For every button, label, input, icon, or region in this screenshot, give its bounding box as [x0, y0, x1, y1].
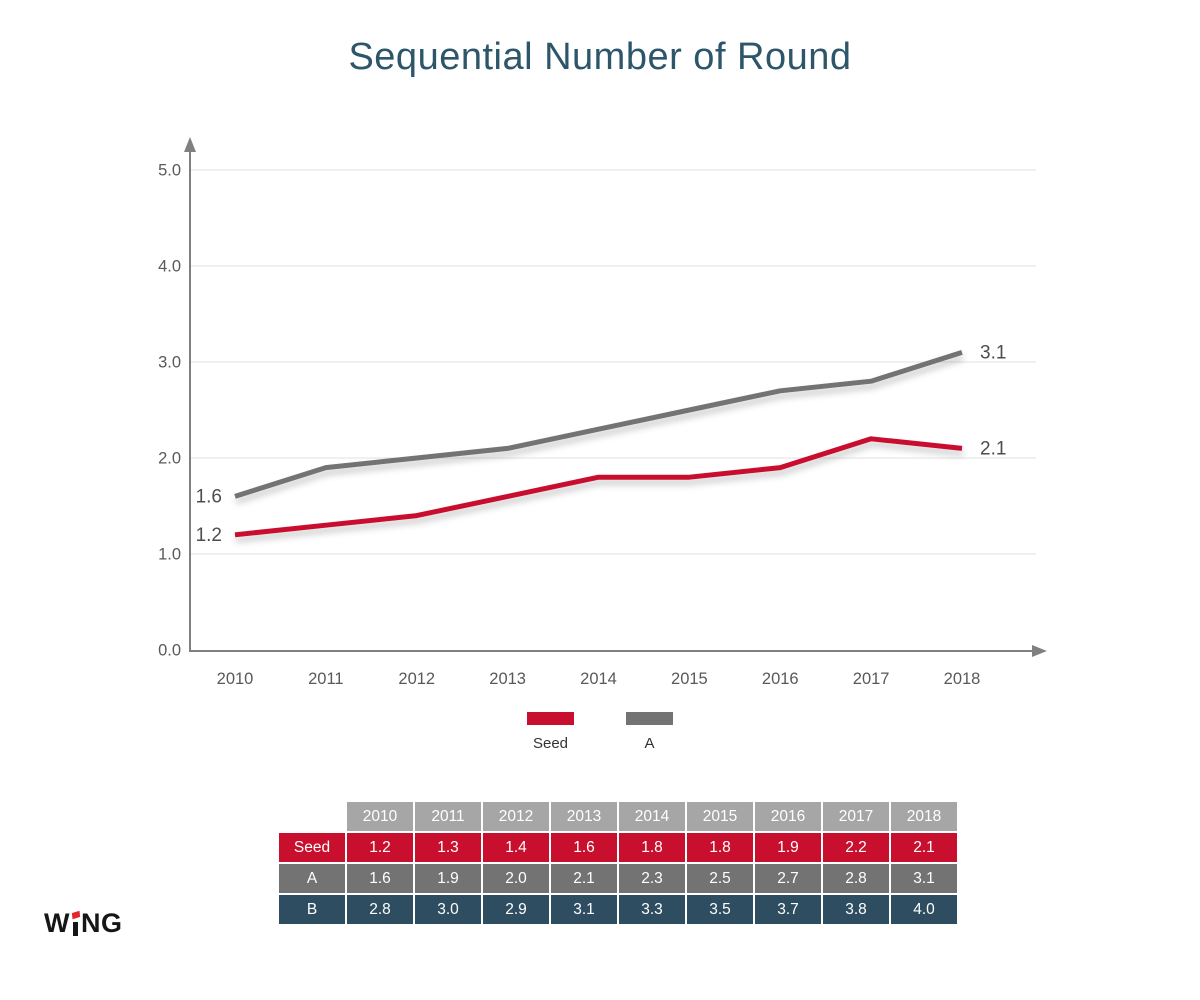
- table-row-a: A 1.6 1.9 2.0 2.1 2.3 2.5 2.7 2.8 3.1: [279, 864, 957, 893]
- table-cell: 3.1: [891, 864, 957, 893]
- x-tick-label: 2012: [398, 670, 435, 688]
- table-cell: 2.5: [687, 864, 753, 893]
- x-axis-arrow-icon: [1032, 645, 1047, 657]
- table-cell: 1.6: [347, 864, 413, 893]
- table-header-cell: 2011: [415, 802, 481, 831]
- table-header-cell: 2015: [687, 802, 753, 831]
- x-tick-label: 2013: [489, 670, 526, 688]
- value-label-end-seed: 2.1: [980, 438, 1006, 459]
- line-chart: 0.0 1.0 2.0 3.0 4.0 5.0 2010 2011 2012 2013 2014 20…: [158, 137, 1047, 688]
- legend-swatch-a: [626, 712, 673, 725]
- table-cell: 1.2: [347, 833, 413, 862]
- value-label-start-a: 1.6: [196, 486, 222, 507]
- table-cell: 2.8: [347, 895, 413, 924]
- table-cell: 3.0: [415, 895, 481, 924]
- x-tick-label: 2010: [217, 670, 254, 688]
- x-tick-label: 2018: [944, 670, 981, 688]
- legend-swatch-seed: [527, 712, 574, 725]
- table-cell: 1.6: [551, 833, 617, 862]
- table-cell: 3.8: [823, 895, 889, 924]
- logo-dot-icon: [71, 910, 81, 920]
- y-axis-arrow-icon: [184, 137, 196, 152]
- y-tick-label: 0.0: [158, 642, 181, 660]
- legend: Seed A: [0, 712, 1200, 752]
- x-tick-label: 2017: [853, 670, 890, 688]
- table-row-seed: Seed 1.2 1.3 1.4 1.6 1.8 1.8 1.9 2.2 2.1: [279, 833, 957, 862]
- y-tick-label: 1.0: [158, 546, 181, 564]
- series-line-a: [234, 350, 963, 499]
- table-header-row: 2010 2011 2012 2013 2014 2015 2016 2017 2018: [279, 802, 957, 831]
- x-tick-label: 2016: [762, 670, 799, 688]
- wing-logo: W NG: [44, 910, 122, 937]
- data-table: 2010 2011 2012 2013 2014 2015 2016 2017 2018 Seed…: [277, 800, 959, 926]
- table-header-cell: 2017: [823, 802, 889, 831]
- table-header-cell: 2018: [891, 802, 957, 831]
- table-corner-cell: [279, 802, 345, 831]
- legend-item-seed: Seed: [527, 712, 574, 752]
- y-tick-label: 2.0: [158, 450, 181, 468]
- legend-label-seed: Seed: [532, 735, 569, 752]
- table-row-label: A: [279, 864, 345, 893]
- table-cell: 1.8: [687, 833, 753, 862]
- chart-title: Sequential Number of Round: [348, 36, 852, 78]
- table-cell: 2.9: [483, 895, 549, 924]
- table-cell: 3.5: [687, 895, 753, 924]
- y-tick-label: 3.0: [158, 354, 181, 372]
- series-line-seed: [234, 436, 963, 538]
- table-cell: 1.4: [483, 833, 549, 862]
- table-cell: 2.8: [823, 864, 889, 893]
- table-row-label: B: [279, 895, 345, 924]
- logo-text-w: W: [44, 908, 70, 938]
- table-header-cell: 2016: [755, 802, 821, 831]
- table-header-cell: 2012: [483, 802, 549, 831]
- y-tick-label: 5.0: [158, 162, 181, 180]
- table-cell: 1.8: [619, 833, 685, 862]
- table-cell: 2.7: [755, 864, 821, 893]
- table-header-cell: 2014: [619, 802, 685, 831]
- table-header-cell: 2013: [551, 802, 617, 831]
- table-cell: 2.1: [551, 864, 617, 893]
- value-label-end-a: 3.1: [980, 342, 1006, 363]
- table-cell: 1.9: [415, 864, 481, 893]
- table-cell: 2.2: [823, 833, 889, 862]
- table-cell: 3.7: [755, 895, 821, 924]
- x-tick-label: 2015: [671, 670, 708, 688]
- table-cell: 2.0: [483, 864, 549, 893]
- table-row-label: Seed: [279, 833, 345, 862]
- table-row-b: B 2.8 3.0 2.9 3.1 3.3 3.5 3.7 3.8 4.0: [279, 895, 957, 924]
- table-cell: 1.9: [755, 833, 821, 862]
- logo-letter-i: [71, 910, 81, 936]
- logo-text-ng: NG: [80, 908, 123, 938]
- x-tick-label: 2014: [580, 670, 617, 688]
- table-header-cell: 2010: [347, 802, 413, 831]
- legend-label-a: A: [644, 735, 655, 752]
- table-cell: 3.1: [551, 895, 617, 924]
- table-cell: 1.3: [415, 833, 481, 862]
- table-cell: 3.3: [619, 895, 685, 924]
- table-cell: 2.1: [891, 833, 957, 862]
- legend-item-a: A: [626, 712, 673, 752]
- table-cell: 4.0: [891, 895, 957, 924]
- value-label-start-seed: 1.2: [196, 525, 222, 546]
- table-cell: 2.3: [619, 864, 685, 893]
- y-tick-label: 4.0: [158, 258, 181, 276]
- x-tick-label: 2011: [308, 670, 343, 688]
